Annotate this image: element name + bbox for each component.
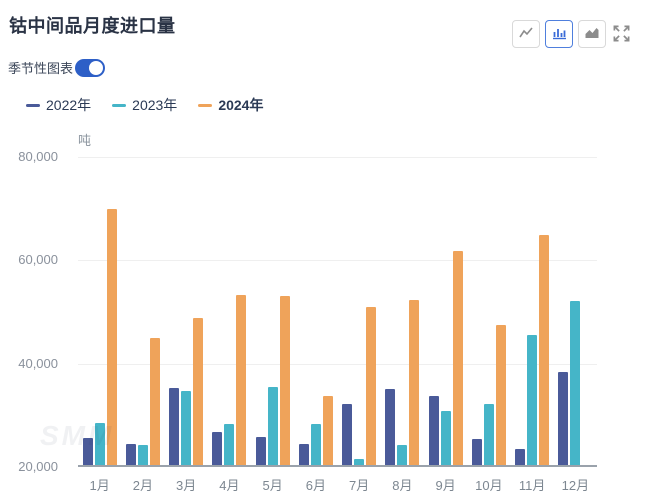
bar-group-6月 xyxy=(294,155,337,465)
x-axis-label-2月: 2月 xyxy=(132,478,153,493)
bar-group-7月 xyxy=(338,155,381,465)
y-tick-label-20000: 20,000 xyxy=(18,459,58,474)
bar-2022年-9月[interactable] xyxy=(428,396,439,465)
y-tick-label-80000: 80,000 xyxy=(18,149,58,164)
bar-2024年-1月[interactable] xyxy=(106,208,117,465)
bar-group-5月 xyxy=(251,155,294,465)
y-axis-unit-label: 吨 xyxy=(78,133,92,148)
bar-group-1月 xyxy=(78,155,121,465)
seasonal-toggle-label: 季节性图表 xyxy=(8,61,74,76)
bar-2022年-12月[interactable] xyxy=(558,372,569,465)
x-axis-label-8月: 8月 xyxy=(392,478,413,493)
bar-2022年-10月[interactable] xyxy=(471,439,482,465)
bar-2023年-9月[interactable] xyxy=(440,410,451,465)
legend-dash-icon xyxy=(112,103,127,107)
bar-2022年-4月[interactable] xyxy=(212,431,223,465)
x-axis-label-6月: 6月 xyxy=(305,478,326,493)
fullscreen-button[interactable] xyxy=(609,23,633,47)
bar-2022年-8月[interactable] xyxy=(385,388,396,465)
bar-group-2月 xyxy=(121,155,164,465)
toggle-knob xyxy=(89,60,104,75)
x-axis-label-9月: 9月 xyxy=(435,478,456,493)
legend-item-2022年[interactable]: 2022年 xyxy=(26,95,91,115)
chart-type-button-group xyxy=(512,20,606,48)
y-tick-label-60000: 60,000 xyxy=(18,252,58,268)
legend-label: 2023年 xyxy=(132,97,178,113)
bar-2023年-6月[interactable] xyxy=(310,424,321,465)
bar-2023年-2月[interactable] xyxy=(137,445,148,465)
area-chart-icon xyxy=(584,25,600,44)
x-axis-label-11月: 11月 xyxy=(518,478,546,493)
bar-2022年-11月[interactable] xyxy=(515,449,526,465)
bar-chart-plot-area: 80,000 60,000 40,000 20,000 1月 2月 3月 4月 5月 6月 7月 8… xyxy=(18,149,597,493)
bar-2022年-2月[interactable] xyxy=(125,444,136,465)
legend-dash-icon xyxy=(198,103,213,107)
legend-dash-icon xyxy=(26,103,40,107)
bar-2024年-6月[interactable] xyxy=(322,395,333,465)
legend-label: 2022年 xyxy=(46,97,92,113)
chart-legend: 2022年 2023年 2024年 xyxy=(26,95,263,115)
bar-2023年-4月[interactable] xyxy=(224,423,235,465)
line-chart-icon xyxy=(518,25,534,44)
gridline-60000 xyxy=(78,260,597,262)
gridline-80000 xyxy=(78,157,597,158)
bar-group-10月 xyxy=(467,155,510,465)
gridline-40000 xyxy=(78,363,597,365)
area-chart-button[interactable] xyxy=(578,20,606,48)
bar-2023年-5月[interactable] xyxy=(267,387,278,465)
bar-2022年-6月[interactable] xyxy=(298,444,309,465)
bar-2024年-8月[interactable] xyxy=(409,299,420,465)
bar-group-3月 xyxy=(165,155,208,465)
seasonal-toggle-switch[interactable] xyxy=(75,58,106,77)
x-axis-label-3月: 3月 xyxy=(176,478,197,493)
x-axis-label-7月: 7月 xyxy=(349,478,370,493)
bar-2024年-5月[interactable] xyxy=(279,296,290,465)
bar-2022年-5月[interactable] xyxy=(255,437,266,465)
bar-2023年-10月[interactable] xyxy=(483,404,494,465)
bar-2023年-12月[interactable] xyxy=(570,300,581,465)
bar-2023年-11月[interactable] xyxy=(527,335,538,465)
bar-chart-icon xyxy=(551,25,567,44)
bar-group-9月 xyxy=(424,155,467,465)
bar-2023年-1月[interactable] xyxy=(94,423,105,465)
bar-group-4月 xyxy=(208,155,251,465)
legend-item-2023年[interactable]: 2023年 xyxy=(112,95,177,115)
bar-2023年-3月[interactable] xyxy=(181,391,192,465)
bar-2022年-1月[interactable] xyxy=(82,438,93,465)
bar-group-12月 xyxy=(554,155,597,465)
bar-2022年-3月[interactable] xyxy=(169,388,180,465)
x-axis-label-12月: 12月 xyxy=(561,478,590,493)
legend-item-2024年[interactable]: 2024年 xyxy=(198,95,263,115)
x-axis-labels: 1月 2月 3月 4月 5月 6月 7月 8月 9月 10月 11月 12月 xyxy=(78,475,597,494)
bar-2024年-7月[interactable] xyxy=(366,307,377,465)
bar-2023年-8月[interactable] xyxy=(397,444,408,465)
legend-label: 2024年 xyxy=(218,97,264,113)
bar-2022年-7月[interactable] xyxy=(342,404,353,465)
bar-2024年-4月[interactable] xyxy=(236,295,247,465)
line-chart-button[interactable] xyxy=(512,20,540,48)
page-title: 钴中间品月度进口量 xyxy=(9,16,176,36)
bar-2024年-10月[interactable] xyxy=(495,325,506,465)
bar-2024年-2月[interactable] xyxy=(149,337,160,465)
bar-2024年-11月[interactable] xyxy=(539,235,550,465)
y-tick-label-40000: 40,000 xyxy=(18,355,58,371)
bar-2023年-7月[interactable] xyxy=(354,458,365,465)
x-axis-label-1月: 1月 xyxy=(89,478,110,493)
bar-chart-button[interactable] xyxy=(545,20,573,48)
bar-group-11月 xyxy=(511,155,554,465)
bar-group-8月 xyxy=(381,155,424,465)
fullscreen-expand-icon xyxy=(612,24,631,46)
bar-2024年-9月[interactable] xyxy=(452,250,463,465)
x-axis-label-4月: 4月 xyxy=(219,478,240,493)
bar-2024年-3月[interactable] xyxy=(193,318,204,465)
seasonal-toggle-row: 季节性图表 xyxy=(8,58,106,77)
x-axis-label-5月: 5月 xyxy=(262,478,283,493)
x-axis-label-10月: 10月 xyxy=(475,478,503,493)
bars-layer xyxy=(78,155,597,465)
